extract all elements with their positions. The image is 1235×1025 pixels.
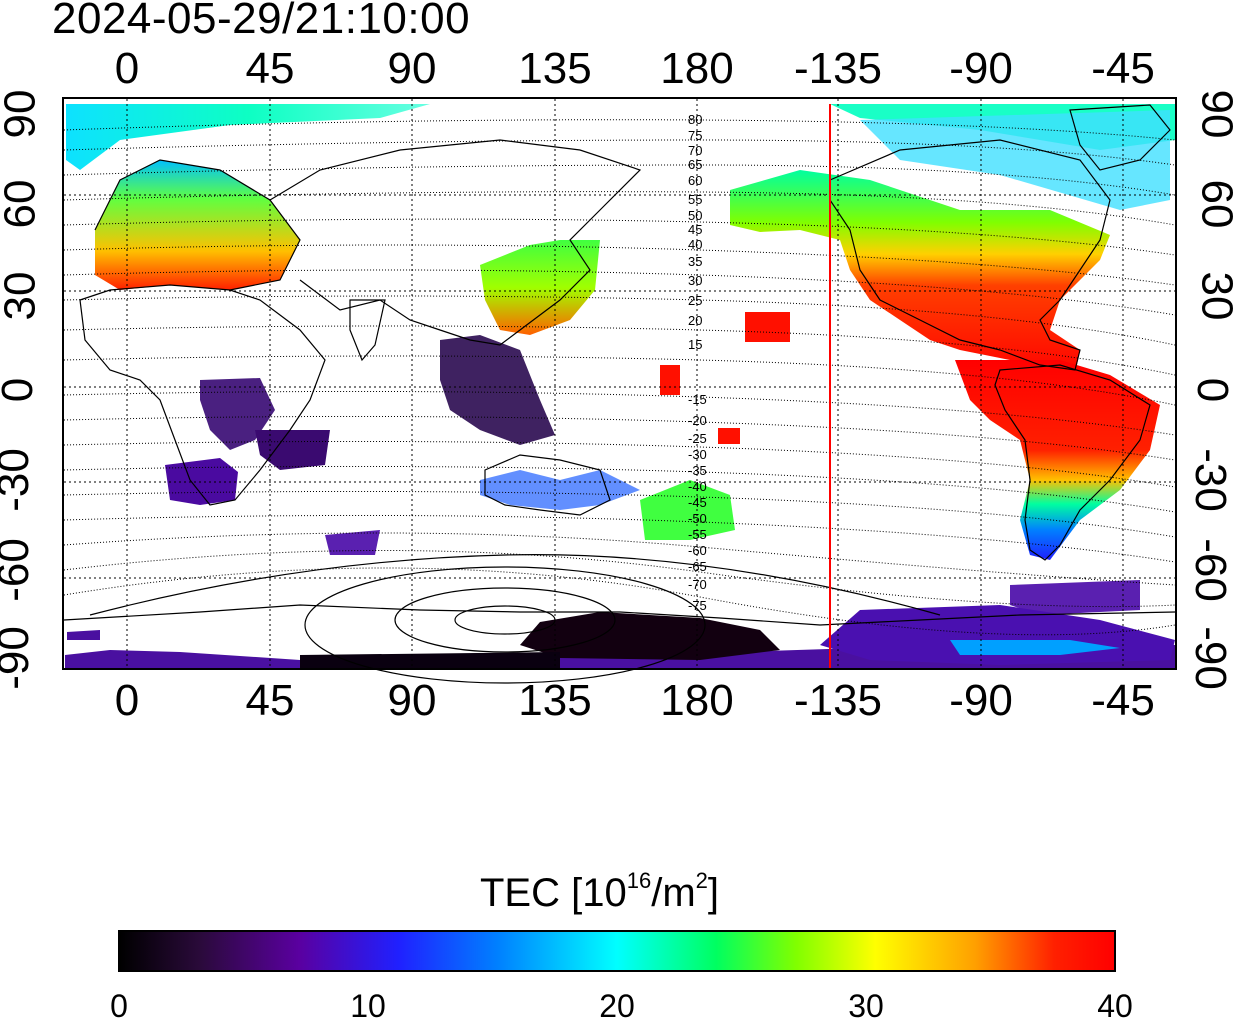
top-lon-tick: 0 (114, 44, 140, 93)
colorbar-tick: 40 (1097, 988, 1133, 1024)
mlat-label: -30 (688, 447, 707, 462)
colorbar-title-prefix: TEC [10 (480, 871, 627, 915)
mlat-label: -70 (688, 577, 707, 592)
bottom-lon-tick: 90 (387, 676, 437, 725)
top-lon-tick: 180 (660, 44, 734, 93)
mlat-label: -35 (688, 463, 707, 478)
mlat-label: 20 (688, 313, 703, 328)
map-timestamp: 2024-05-29/21:10:00 (52, 0, 471, 43)
top-lon-tick: 135 (518, 44, 592, 93)
top-lon-tick: -90 (949, 44, 1013, 93)
mlat-label: 75 (688, 128, 703, 143)
colorbar-tick: 20 (599, 988, 635, 1024)
mlat-label: -55 (688, 527, 707, 542)
south-pole-contours (89, 554, 941, 684)
mlat-label: -75 (688, 598, 707, 613)
colorbar-title-exponent: 16 (626, 868, 652, 893)
bottom-lon-tick: -45 (1091, 676, 1155, 725)
top-lon-tick: 45 (245, 44, 295, 93)
bottom-lon-tick: 45 (245, 676, 295, 725)
mlat-label: -25 (688, 431, 707, 446)
mlat-label: 45 (688, 222, 703, 237)
top-lon-tick: -45 (1091, 44, 1155, 93)
mlat-label: -15 (688, 392, 707, 407)
colorbar-title-exponent2: 2 (695, 868, 708, 893)
coastlines (63, 104, 1176, 626)
bottom-lon-tick: 0 (114, 676, 140, 725)
tec-regions (65, 104, 1175, 668)
mlat-label: -40 (688, 479, 707, 494)
magnetic-latitude-contours (63, 119, 1176, 636)
colorbar-title-mid: /m (651, 871, 696, 915)
map-frame (62, 97, 1177, 670)
mlat-label: 15 (688, 337, 703, 352)
colorbar-title-suffix: ] (707, 871, 720, 915)
grid-lines (64, 99, 1175, 668)
colorbar-tick: 10 (350, 988, 386, 1024)
mlat-label: -65 (688, 559, 707, 574)
colorbar (118, 930, 1116, 972)
mlat-label: -45 (688, 495, 707, 510)
colorbar-tick: 30 (848, 988, 884, 1024)
bottom-lon-tick: 180 (660, 676, 734, 725)
mlat-label: -60 (688, 543, 707, 558)
mlat-label: -50 (688, 511, 707, 526)
top-lon-tick: 90 (387, 44, 437, 93)
bottom-lon-tick: -90 (949, 676, 1013, 725)
colorbar-title: TEC [1016/m2] (480, 868, 719, 916)
mlat-label: 65 (688, 157, 703, 172)
mlat-label: 35 (688, 254, 703, 269)
mlat-label: 25 (688, 293, 703, 308)
top-lon-tick: -135 (793, 44, 883, 93)
mlat-label: 30 (688, 273, 703, 288)
bottom-lon-tick: 135 (518, 676, 592, 725)
mlat-label: -20 (688, 413, 707, 428)
bottom-lon-tick: -135 (793, 676, 883, 725)
mlat-label: 70 (688, 143, 703, 158)
colorbar-tick: 0 (110, 988, 128, 1024)
mlat-label: 40 (688, 237, 703, 252)
mlat-label: 80 (688, 112, 703, 127)
mlat-label: 55 (688, 192, 703, 207)
mlat-label: 60 (688, 173, 703, 188)
mlat-label: 50 (688, 208, 703, 223)
